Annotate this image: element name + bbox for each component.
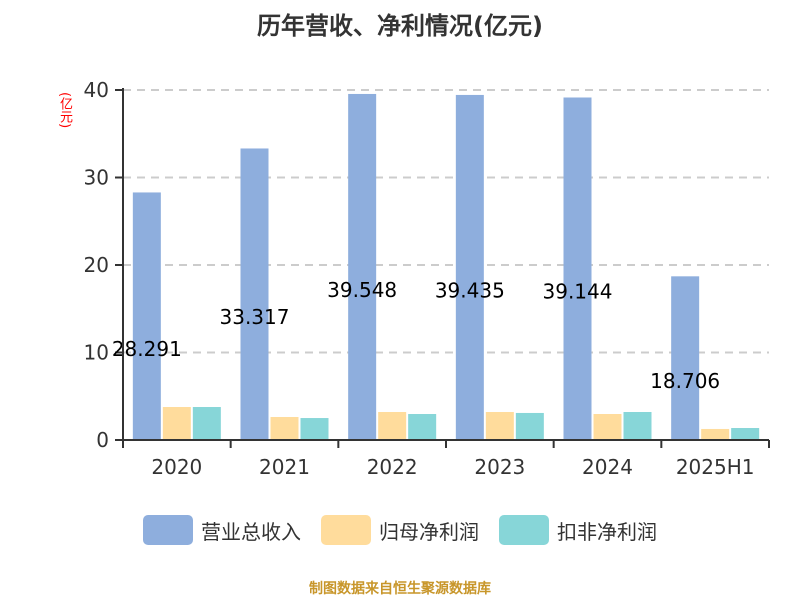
y-tick-label: 30 bbox=[84, 166, 109, 190]
legend-item-net-profit[interactable]: 归母净利润 bbox=[321, 515, 479, 545]
bar-revenue bbox=[671, 276, 700, 440]
y-tick-label: 20 bbox=[84, 253, 109, 277]
legend-swatch-net-profit bbox=[321, 515, 371, 545]
bar-deducted-profit bbox=[515, 412, 544, 440]
legend-item-revenue[interactable]: 营业总收入 bbox=[143, 515, 301, 545]
bar-net-profit bbox=[162, 407, 191, 440]
y-tick-label: 40 bbox=[84, 78, 109, 102]
chart-title: 历年营收、净利情况(亿元) bbox=[257, 12, 543, 40]
x-tick-label: 2025H1 bbox=[676, 455, 755, 479]
bar-revenue bbox=[132, 192, 161, 440]
bar-value-label: 39.548 bbox=[327, 278, 397, 302]
bar-value-label: 18.706 bbox=[650, 369, 720, 393]
data-source-note: 制图数据来自恒生聚源数据库 bbox=[309, 581, 491, 597]
bar-value-label: 39.435 bbox=[435, 278, 505, 302]
legend-label-deducted-profit: 扣非净利润 bbox=[557, 519, 657, 544]
bar-net-profit bbox=[270, 416, 299, 440]
bar-deducted-profit bbox=[192, 407, 221, 440]
x-tick-label: 2022 bbox=[367, 455, 418, 479]
bar-value-label: 39.144 bbox=[543, 280, 613, 304]
x-tick-label: 2023 bbox=[474, 455, 525, 479]
bar-deducted-profit bbox=[623, 412, 652, 440]
x-tick-label: 2024 bbox=[582, 455, 633, 479]
bar-revenue bbox=[455, 94, 484, 440]
bar-net-profit bbox=[701, 428, 730, 440]
legend-swatch-revenue bbox=[143, 515, 193, 545]
x-tick-label: 2021 bbox=[259, 455, 310, 479]
legend-label-revenue: 营业总收入 bbox=[201, 519, 301, 544]
x-tick-label: 2020 bbox=[151, 455, 202, 479]
bar-value-label: 33.317 bbox=[220, 305, 290, 329]
bar-deducted-profit bbox=[300, 418, 329, 440]
bar-net-profit bbox=[593, 414, 622, 440]
bar-deducted-profit bbox=[408, 414, 437, 440]
legend-item-deducted-profit[interactable]: 扣非净利润 bbox=[499, 515, 657, 545]
legend-label-net-profit: 归母净利润 bbox=[379, 519, 479, 544]
chart-legend: 营业总收入 归母净利润 扣非净利润 bbox=[0, 515, 800, 545]
bar-revenue bbox=[348, 93, 377, 440]
bar-net-profit bbox=[485, 412, 514, 440]
bar-revenue bbox=[240, 148, 269, 440]
y-tick-label: 10 bbox=[84, 341, 109, 365]
legend-swatch-deducted-profit bbox=[499, 515, 549, 545]
bar-revenue bbox=[563, 97, 592, 441]
y-tick-label: 0 bbox=[96, 428, 109, 452]
bar-deducted-profit bbox=[731, 428, 760, 440]
y-axis-unit-label: (亿元) bbox=[57, 92, 72, 129]
bar-net-profit bbox=[378, 412, 407, 440]
